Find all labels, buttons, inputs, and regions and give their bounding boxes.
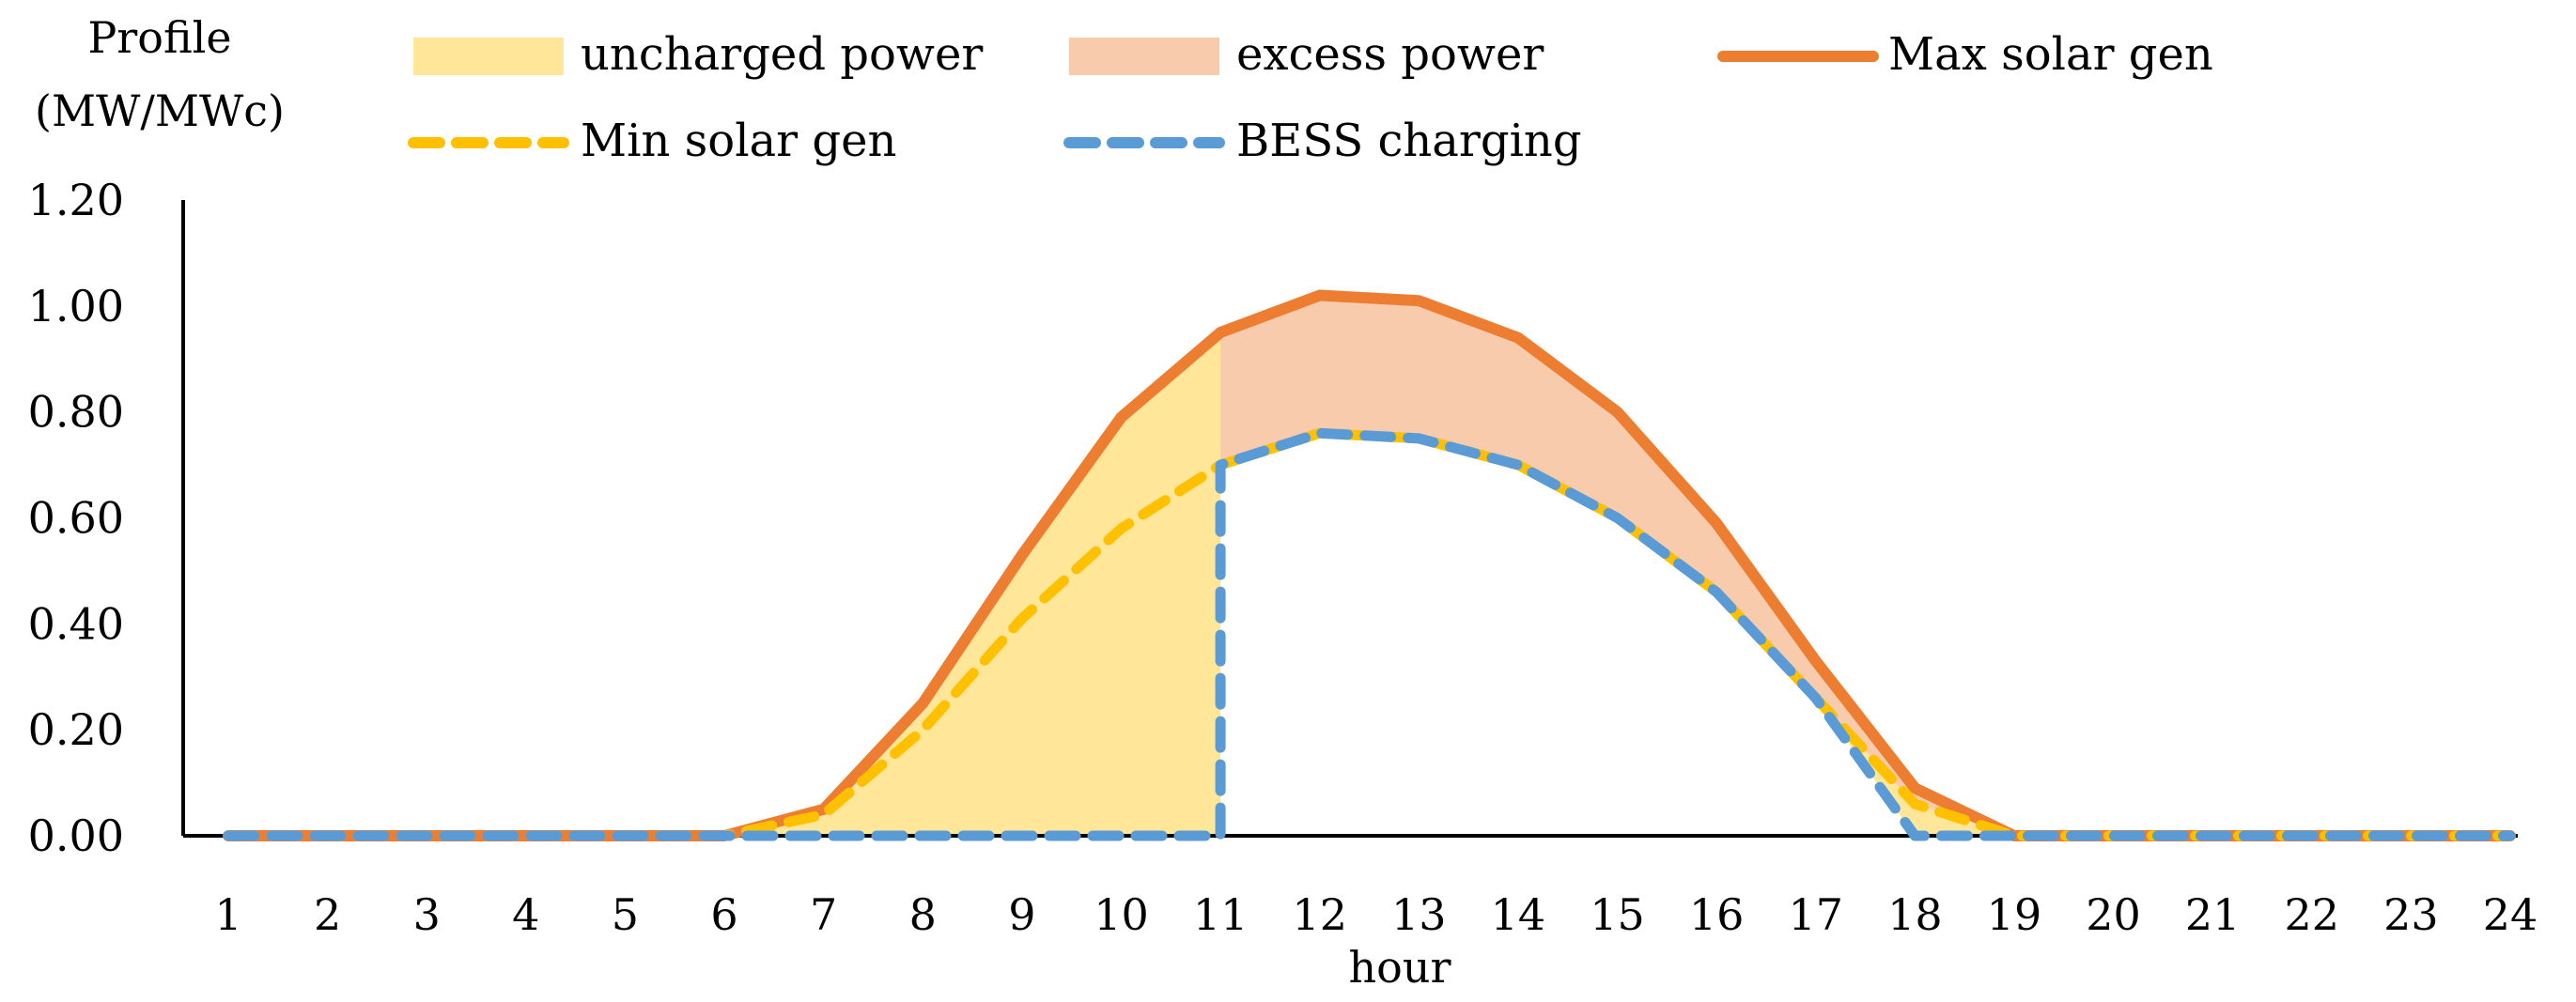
x-tick-label: 18 xyxy=(1887,889,1943,940)
plot-area: 0.000.200.400.600.801.001.201 2 3 4 5 6 7 8 9 10 1… xyxy=(28,175,2538,940)
x-tick-label: 11 xyxy=(1193,889,1249,940)
x-tick-label: 12 xyxy=(1292,889,1347,940)
x-tick-label: 22 xyxy=(2285,889,2340,940)
x-tick-label: 3 xyxy=(413,889,441,940)
x-tick-label: 1 xyxy=(214,889,241,940)
legend-swatch-excess xyxy=(1069,38,1219,75)
x-tick-label: 15 xyxy=(1590,889,1645,940)
y-tick-label: 0.40 xyxy=(28,598,124,649)
excess-area xyxy=(1220,295,2510,836)
x-tick-label: 14 xyxy=(1491,889,1546,940)
x-tick-label: 21 xyxy=(2185,889,2241,940)
uncharged-area xyxy=(228,332,1221,837)
x-tick-label: 13 xyxy=(1391,889,1447,940)
x-tick-label: 19 xyxy=(1987,889,2042,940)
x-tick-label: 7 xyxy=(810,889,837,940)
x-tick-label: 8 xyxy=(909,889,937,940)
y-axis-title-line2: (MW/MWc) xyxy=(35,85,285,136)
y-tick-label: 1.00 xyxy=(28,281,124,331)
x-tick-label: 16 xyxy=(1689,889,1745,940)
x-tick-label: 20 xyxy=(2086,889,2141,940)
x-axis-title: hour xyxy=(1349,942,1451,993)
y-tick-label: 0.60 xyxy=(28,493,124,544)
legend-label-max-solar: Max solar gen xyxy=(1888,28,2213,81)
legend-label-bess: BESS charging xyxy=(1236,115,1582,167)
legend: uncharged power excess power Max solar g… xyxy=(408,28,2213,167)
x-tick-label: 2 xyxy=(314,889,341,940)
series-line-min-solar xyxy=(223,427,2516,841)
legend-label-uncharged: uncharged power xyxy=(581,28,983,81)
x-tick-label: 4 xyxy=(512,889,539,940)
legend-label-excess: excess power xyxy=(1236,28,1544,81)
y-tick-label: 1.20 xyxy=(28,175,124,225)
x-tick-label: 5 xyxy=(612,889,639,940)
x-tick-label: 9 xyxy=(1008,889,1035,940)
x-tick-label: 10 xyxy=(1094,889,1149,940)
x-tick-label: 6 xyxy=(710,889,737,940)
series-line-bess xyxy=(223,427,2516,841)
legend-label-min-solar: Min solar gen xyxy=(581,115,896,167)
y-tick-label: 0.00 xyxy=(28,810,124,861)
x-tick-label: 23 xyxy=(2383,889,2439,940)
y-axis-title-line1: Profile xyxy=(87,12,231,63)
x-tick-label: 24 xyxy=(2483,889,2538,940)
legend-swatch-uncharged xyxy=(413,38,564,75)
y-tick-label: 0.80 xyxy=(28,387,124,438)
x-tick-label: 17 xyxy=(1788,889,1843,940)
y-tick-label: 0.20 xyxy=(28,704,124,755)
